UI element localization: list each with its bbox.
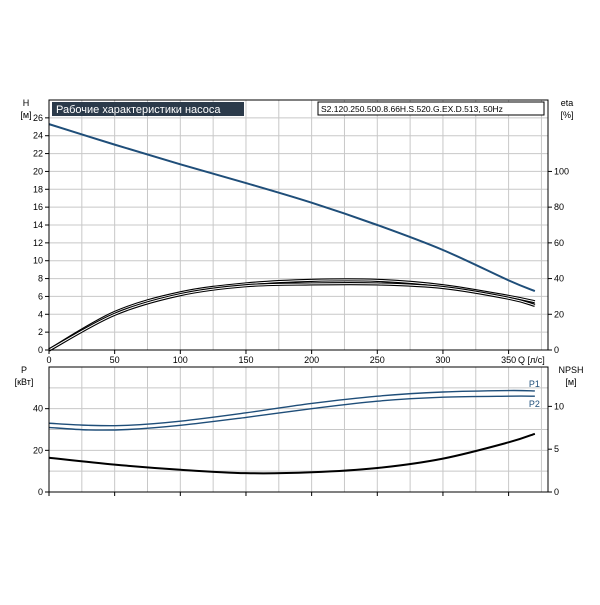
eta-curve-inner <box>48 283 536 351</box>
y-tick-label-left: 24 <box>33 131 43 141</box>
y-tick-label-left: 18 <box>33 184 43 194</box>
x-axis-label: Q [л/с] <box>518 355 545 365</box>
y-tick-label-right: 100 <box>554 166 569 176</box>
y-tick-label-left: 22 <box>33 149 43 159</box>
npsh-curve <box>48 432 536 475</box>
y-axis-unit-left: [кВт] <box>15 377 34 387</box>
model-label: S2.120.250.500.8.66H.S.520.G.EX.D.513, 5… <box>321 104 503 114</box>
y-tick-label-right: 5 <box>554 444 559 454</box>
x-tick-label: 150 <box>238 355 253 365</box>
x-tick-label: 300 <box>435 355 450 365</box>
chart-title: Рабочие характеристики насоса <box>56 104 221 116</box>
y-tick-label-left: 16 <box>33 202 43 212</box>
x-tick-label: 0 <box>46 355 51 365</box>
y-tick-label-left: 8 <box>38 274 43 284</box>
y-tick-label-left: 20 <box>33 445 43 455</box>
series-label-p1: P1 <box>529 379 540 389</box>
y-tick-label-right: 80 <box>554 202 564 212</box>
y-tick-label-right: 40 <box>554 274 564 284</box>
y-tick-label-left: 2 <box>38 327 43 337</box>
title-box <box>52 102 244 116</box>
y-tick-label-right: 0 <box>554 345 559 355</box>
y-tick-label-left: 0 <box>38 487 43 497</box>
y-tick-label-left: 20 <box>33 166 43 176</box>
y-tick-label-left: 10 <box>33 256 43 266</box>
y-axis-label-right: eta <box>561 98 574 108</box>
y-tick-label-left: 0 <box>38 345 43 355</box>
y-tick-label-right: 60 <box>554 238 564 248</box>
head-curve <box>48 123 536 292</box>
y-tick-label-left: 14 <box>33 220 43 230</box>
model-box <box>317 101 545 116</box>
y-axis-label-right: NPSH <box>558 365 583 375</box>
power-curve-p2 <box>48 395 535 431</box>
y-tick-label-left: 12 <box>33 238 43 248</box>
power-curve-p1 <box>48 389 535 427</box>
y-tick-label-left: 6 <box>38 291 43 301</box>
y-tick-label-right: 20 <box>554 309 564 319</box>
y-axis-label-left: H <box>23 98 30 108</box>
y-tick-label-right: 0 <box>554 487 559 497</box>
panel-power-frame <box>48 366 549 493</box>
y-tick-label-right: 10 <box>554 401 564 411</box>
y-axis-unit-right: [м] <box>565 377 576 387</box>
y-axis-label-left: P <box>21 365 27 375</box>
x-tick-label: 350 <box>501 355 516 365</box>
x-tick-label: 250 <box>370 355 385 365</box>
y-tick-label-left: 26 <box>33 113 43 123</box>
y-tick-label-left: 4 <box>38 309 43 319</box>
y-tick-label-left: 40 <box>33 404 43 414</box>
y-axis-unit-left: [м] <box>20 110 31 120</box>
series-label-p2: P2 <box>529 399 540 409</box>
x-tick-label: 100 <box>173 355 188 365</box>
x-tick-label: 50 <box>110 355 120 365</box>
y-axis-unit-right: [%] <box>560 110 573 120</box>
x-tick-label: 200 <box>304 355 319 365</box>
